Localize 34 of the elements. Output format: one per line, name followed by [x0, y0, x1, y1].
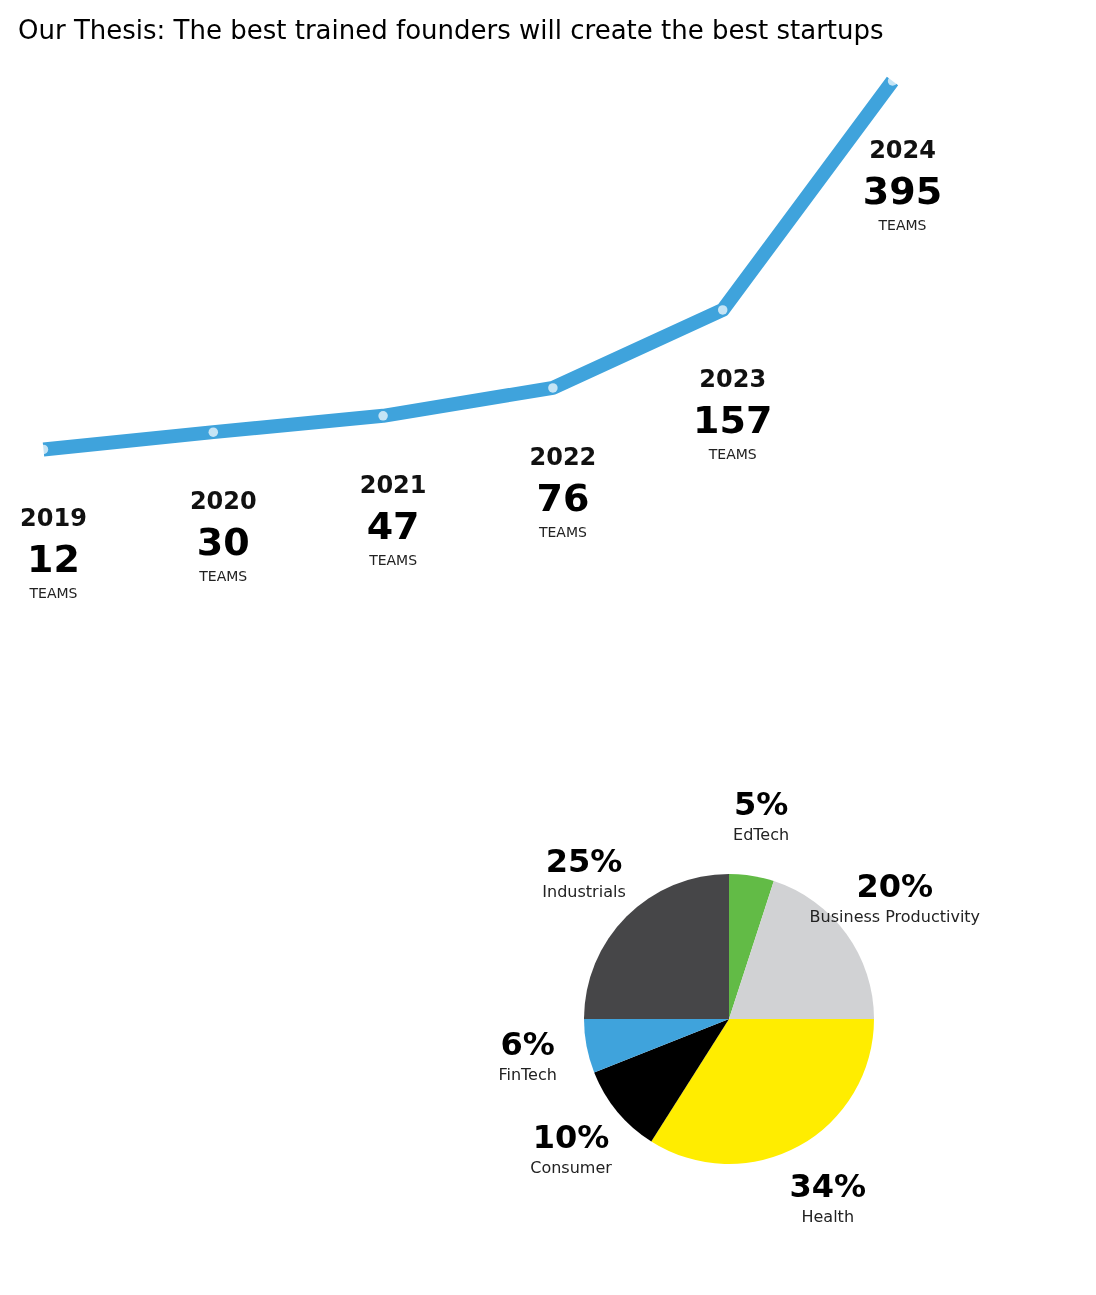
slice-label: Health [801, 1206, 855, 1226]
data-label: 76 [536, 475, 590, 520]
text: TEAMS [537, 523, 587, 540]
pie-slice [651, 1019, 874, 1164]
x-tick-label: 2022 [529, 442, 597, 471]
data-label: 395 [862, 169, 943, 213]
x-tick-label: 2024 [869, 136, 936, 164]
x-tick-label: 2023 [699, 364, 767, 393]
data-label: 47 [366, 503, 420, 548]
pie-slice [584, 1019, 729, 1073]
slice-label: Consumer [530, 1157, 613, 1177]
data-label: 20% [856, 866, 934, 905]
slice-label: Business Productivity [809, 906, 981, 926]
x-tick-label: 2020 [189, 487, 257, 516]
annotation: TEAMS [877, 217, 927, 233]
data-label: 25% [545, 842, 623, 881]
data-label: 30 [196, 520, 250, 565]
text: TEAMS [198, 568, 248, 585]
x-tick-label: 2019 [20, 504, 87, 533]
data-label: 6% [500, 1025, 555, 1064]
text: TEAMS [28, 585, 78, 602]
data-label: 10% [532, 1117, 610, 1156]
data-label: 157 [693, 397, 773, 442]
text: TEAMS [368, 551, 418, 568]
data-label: 12 [27, 537, 80, 582]
x-tick-label: 2021 [359, 470, 427, 499]
pie-slice [729, 874, 774, 1019]
chart-title: Our Thesis: The best trained founders will create the best startups [18, 15, 884, 45]
annotation: TEAMS [707, 445, 757, 462]
slice-label: EdTech [733, 824, 790, 844]
slice-label: FinTech [498, 1065, 557, 1085]
data-label: 5% [733, 784, 789, 823]
slice-label: Industrials [542, 882, 626, 902]
data-label: 34% [789, 1166, 867, 1205]
